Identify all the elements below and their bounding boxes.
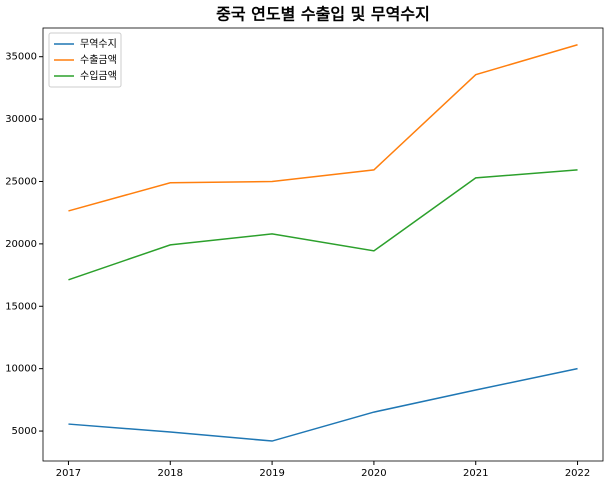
series-line [68, 44, 578, 212]
y-tick-label: 15000 [5, 301, 37, 312]
y-tick-label: 25000 [5, 176, 37, 187]
legend-label: 무역수지 [80, 38, 117, 50]
x-tick-label: 2019 [259, 468, 284, 479]
x-tick-label: 2020 [361, 468, 386, 479]
y-tick-label: 10000 [5, 364, 37, 375]
chart-title: 중국 연도별 수출입 및 무역수지 [216, 5, 430, 24]
y-tick-label: 5000 [12, 426, 37, 437]
x-tick-label: 2022 [565, 468, 590, 479]
x-tick-label: 2017 [56, 468, 81, 479]
y-tick-label: 20000 [5, 239, 37, 250]
x-tick-label: 2021 [463, 468, 488, 479]
series-line [68, 169, 578, 281]
x-tick-label: 2018 [158, 468, 183, 479]
legend-label: 수입금액 [80, 69, 117, 82]
legend-box [48, 32, 122, 88]
y-tick-label: 30000 [5, 114, 37, 125]
series-line [68, 367, 578, 442]
y-tick-label: 35000 [5, 52, 37, 63]
legend-label: 수출금액 [80, 54, 117, 66]
plot-frame [42, 27, 604, 462]
